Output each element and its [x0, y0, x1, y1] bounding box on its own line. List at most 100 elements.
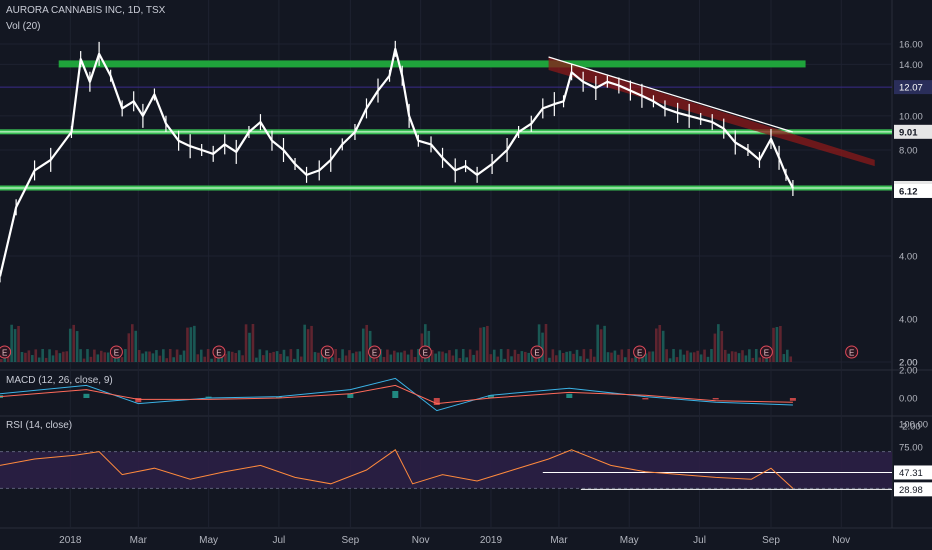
volume-bar [58, 353, 62, 362]
y-tick-label: 16.00 [899, 40, 923, 51]
volume-bar [217, 356, 220, 362]
volume-bar [465, 357, 468, 362]
volume-bar [496, 356, 500, 362]
volume-bar [144, 351, 148, 362]
volume-bar [589, 349, 593, 362]
volume-bar [665, 349, 668, 362]
volume-bar [20, 352, 24, 362]
volume-bar [785, 349, 789, 362]
volume-bar [130, 324, 134, 362]
volume-bar [658, 325, 662, 362]
volume-bar [6, 356, 10, 362]
volume-bar [86, 349, 89, 362]
resistance-level [58, 60, 806, 68]
earnings-marker-label: E [114, 349, 119, 358]
volume-bar [586, 358, 589, 362]
volume-bar [572, 353, 575, 362]
volume-bar [341, 349, 344, 362]
volume-bar [568, 351, 572, 362]
earnings-marker-label: E [764, 349, 769, 358]
volume-bar [630, 358, 634, 362]
volume-bar [286, 356, 289, 362]
volume-bar [0, 359, 3, 362]
volume-bar [120, 357, 124, 362]
volume-bar [613, 350, 617, 362]
volume-bar [55, 350, 58, 362]
volume-bar [79, 349, 82, 362]
volume-bar [65, 351, 69, 362]
volume-bar [227, 351, 231, 362]
earnings-marker-label: E [423, 349, 428, 358]
volume-bar [241, 355, 244, 362]
earnings-marker [109, 345, 123, 359]
volume-bar [592, 356, 596, 362]
volume-bar [499, 349, 503, 362]
volume-bar [686, 350, 689, 362]
volume-bar [565, 351, 568, 362]
price-label-box [894, 183, 932, 198]
volume-bar [396, 352, 400, 362]
x-tick-label: Sep [341, 535, 359, 546]
volume-bar [599, 329, 603, 362]
volume-bar [237, 350, 241, 362]
volume-bar [437, 351, 441, 362]
earnings-marker-label: E [372, 349, 377, 358]
volume-bar [179, 354, 182, 362]
volume-bar [72, 324, 75, 362]
volume-bar [148, 351, 151, 362]
volume-bar [789, 356, 793, 362]
macd-histogram-bar [487, 395, 494, 398]
volume-bar [551, 349, 555, 362]
rsi-label-box [894, 482, 932, 497]
earnings-marker [530, 345, 544, 359]
volume-bar [430, 349, 434, 362]
volume-bar [137, 350, 141, 362]
volume-bar [534, 355, 537, 362]
y-tick-label: 8.00 [899, 146, 918, 157]
earnings-marker-label: E [637, 349, 642, 358]
volume-bar [748, 349, 751, 362]
volume-bar [306, 329, 310, 362]
earnings-marker-label: E [325, 349, 330, 358]
volume-bar [489, 354, 493, 362]
volume-bar [386, 349, 389, 362]
volume-bar [775, 327, 779, 362]
volume-bar [734, 351, 737, 362]
rsi-label: RSI (14, close) [6, 420, 73, 431]
volume-bar [355, 351, 358, 362]
volume-bar [379, 349, 382, 362]
volume-bar [279, 353, 282, 362]
volume-bar [251, 324, 255, 362]
volume-bar [303, 324, 306, 362]
volume-bar [103, 352, 107, 362]
volume-bar [134, 330, 138, 362]
volume-bar [537, 324, 541, 362]
volume-bar [320, 350, 324, 362]
volume-bar [182, 350, 186, 362]
volume-bar [82, 358, 86, 362]
volume-bar [482, 327, 486, 362]
volume-bar [434, 353, 437, 362]
symbol-title: AURORA CANNABIS INC, 1D, TSX [6, 5, 166, 16]
volume-bar [744, 355, 748, 362]
volume-bar [654, 328, 658, 362]
macd-histogram-bar [135, 398, 142, 403]
x-tick-label: Nov [412, 535, 430, 546]
volume-bar [486, 325, 489, 362]
volume-bar [544, 324, 548, 362]
x-tick-label: May [620, 535, 639, 546]
volume-bar [162, 349, 165, 362]
trend-line [548, 56, 794, 133]
volume-bar [461, 349, 465, 362]
volume-bar [410, 349, 413, 362]
volume-bar [699, 354, 703, 362]
volume-bar [413, 356, 417, 362]
y-tick-label: 12.07 [899, 83, 923, 94]
volume-bar [24, 352, 27, 362]
macd-line [0, 377, 793, 412]
volume-bar [637, 355, 641, 362]
volume-bar [392, 350, 396, 362]
volume-bar [324, 354, 327, 362]
x-tick-label: 2018 [59, 535, 82, 546]
